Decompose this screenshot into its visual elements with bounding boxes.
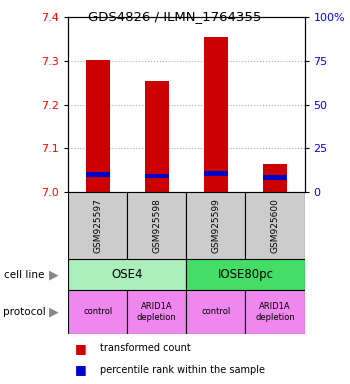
Bar [68, 192, 127, 259]
Text: control: control [83, 308, 112, 316]
Text: ■: ■ [75, 341, 87, 354]
Bar [245, 192, 304, 259]
Text: GDS4826 / ILMN_1764355: GDS4826 / ILMN_1764355 [88, 10, 262, 23]
Text: ARID1A
depletion: ARID1A depletion [137, 302, 177, 322]
Text: ARID1A
depletion: ARID1A depletion [255, 302, 295, 322]
Bar [145, 81, 169, 192]
Text: transformed count: transformed count [100, 343, 190, 353]
Bar [127, 290, 187, 334]
Bar [204, 171, 228, 176]
Text: ▶: ▶ [49, 268, 59, 281]
Text: OSE4: OSE4 [112, 268, 143, 281]
Bar [187, 192, 245, 259]
Bar [68, 259, 187, 290]
Bar [145, 174, 169, 178]
Bar [86, 172, 110, 177]
Text: GSM925598: GSM925598 [152, 198, 161, 253]
Text: percentile rank within the sample: percentile rank within the sample [100, 365, 265, 375]
Bar [204, 37, 228, 192]
Bar [68, 290, 127, 334]
Text: IOSE80pc: IOSE80pc [217, 268, 273, 281]
Text: ■: ■ [75, 364, 87, 377]
Bar [187, 290, 245, 334]
Bar [187, 259, 304, 290]
Text: GSM925599: GSM925599 [211, 198, 220, 253]
Text: GSM925600: GSM925600 [271, 198, 279, 253]
Text: GSM925597: GSM925597 [93, 198, 102, 253]
Bar [245, 290, 304, 334]
Text: control: control [201, 308, 231, 316]
Text: protocol: protocol [4, 307, 46, 317]
Bar [86, 60, 110, 192]
Bar [263, 175, 287, 180]
Bar [127, 192, 187, 259]
Text: ▶: ▶ [49, 306, 59, 318]
Bar [263, 164, 287, 192]
Text: cell line: cell line [4, 270, 44, 280]
